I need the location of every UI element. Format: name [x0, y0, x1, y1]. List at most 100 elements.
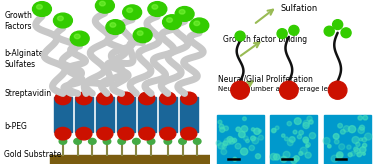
- Circle shape: [351, 151, 355, 156]
- Circle shape: [233, 157, 237, 161]
- Circle shape: [99, 1, 105, 6]
- Circle shape: [358, 127, 364, 133]
- Circle shape: [363, 143, 367, 148]
- Text: b-Alginate
Sulfates: b-Alginate Sulfates: [4, 49, 44, 69]
- Circle shape: [277, 29, 287, 39]
- Circle shape: [110, 23, 116, 27]
- Circle shape: [347, 145, 351, 149]
- Bar: [324, 115, 371, 164]
- Bar: [75, 97, 93, 132]
- Circle shape: [359, 138, 363, 141]
- Circle shape: [223, 141, 228, 146]
- Circle shape: [364, 133, 372, 140]
- Circle shape: [293, 130, 297, 134]
- Circle shape: [147, 138, 155, 144]
- Circle shape: [294, 156, 299, 161]
- Circle shape: [271, 128, 276, 133]
- Text: Growth
Factors: Growth Factors: [4, 11, 32, 31]
- Circle shape: [118, 138, 125, 144]
- Circle shape: [55, 92, 71, 105]
- Circle shape: [341, 28, 351, 38]
- Bar: [270, 115, 318, 164]
- Circle shape: [304, 139, 308, 144]
- Circle shape: [299, 152, 303, 155]
- Circle shape: [280, 156, 287, 162]
- Circle shape: [133, 28, 152, 43]
- Circle shape: [54, 13, 72, 28]
- Circle shape: [272, 128, 276, 132]
- Circle shape: [127, 8, 133, 12]
- Circle shape: [96, 0, 114, 13]
- Circle shape: [55, 127, 71, 140]
- Circle shape: [309, 133, 316, 139]
- Circle shape: [259, 130, 262, 133]
- Circle shape: [243, 117, 246, 121]
- Circle shape: [323, 137, 330, 144]
- Circle shape: [303, 122, 309, 129]
- Circle shape: [179, 138, 186, 144]
- Circle shape: [33, 2, 51, 16]
- Circle shape: [282, 134, 285, 137]
- Circle shape: [328, 144, 331, 148]
- Circle shape: [163, 15, 181, 30]
- Circle shape: [256, 154, 260, 159]
- Circle shape: [343, 126, 350, 132]
- Circle shape: [359, 147, 366, 153]
- Bar: [96, 97, 114, 132]
- Circle shape: [236, 127, 240, 132]
- Circle shape: [239, 131, 245, 138]
- Circle shape: [219, 124, 224, 129]
- Circle shape: [352, 136, 359, 144]
- Circle shape: [137, 31, 143, 35]
- Circle shape: [37, 5, 42, 9]
- Circle shape: [274, 154, 280, 160]
- Circle shape: [232, 138, 237, 143]
- Circle shape: [222, 144, 226, 149]
- Circle shape: [167, 18, 172, 22]
- Bar: [50, 155, 210, 164]
- Circle shape: [118, 127, 134, 140]
- Circle shape: [306, 143, 310, 147]
- Text: Sulfation: Sulfation: [280, 4, 318, 13]
- Circle shape: [216, 141, 221, 145]
- Circle shape: [331, 155, 338, 162]
- Circle shape: [88, 138, 96, 144]
- Bar: [159, 97, 177, 132]
- Circle shape: [359, 125, 364, 130]
- Circle shape: [139, 127, 155, 140]
- Circle shape: [97, 127, 113, 140]
- Circle shape: [305, 152, 311, 158]
- Circle shape: [303, 120, 310, 126]
- Text: Streptavidin: Streptavidin: [4, 89, 51, 98]
- Circle shape: [76, 127, 92, 140]
- Circle shape: [287, 121, 291, 126]
- Circle shape: [181, 127, 197, 140]
- Circle shape: [289, 25, 299, 35]
- Circle shape: [246, 139, 249, 143]
- Circle shape: [240, 148, 248, 155]
- Circle shape: [251, 128, 255, 131]
- Circle shape: [218, 120, 222, 124]
- Circle shape: [348, 153, 352, 157]
- Text: Growth factor binding: Growth factor binding: [223, 35, 307, 44]
- Bar: [138, 97, 156, 132]
- Circle shape: [175, 7, 194, 21]
- Circle shape: [224, 138, 231, 145]
- Bar: [217, 115, 263, 164]
- Circle shape: [328, 81, 347, 99]
- Circle shape: [194, 138, 201, 144]
- Circle shape: [194, 21, 200, 26]
- Circle shape: [220, 127, 225, 132]
- Circle shape: [160, 92, 176, 105]
- Circle shape: [97, 92, 113, 105]
- Circle shape: [249, 145, 254, 151]
- Circle shape: [254, 128, 260, 134]
- Circle shape: [336, 152, 343, 158]
- Circle shape: [251, 136, 256, 141]
- Circle shape: [190, 18, 209, 33]
- Circle shape: [148, 2, 167, 16]
- Circle shape: [358, 116, 363, 120]
- Bar: [54, 97, 72, 132]
- Circle shape: [244, 136, 248, 141]
- Circle shape: [179, 10, 185, 14]
